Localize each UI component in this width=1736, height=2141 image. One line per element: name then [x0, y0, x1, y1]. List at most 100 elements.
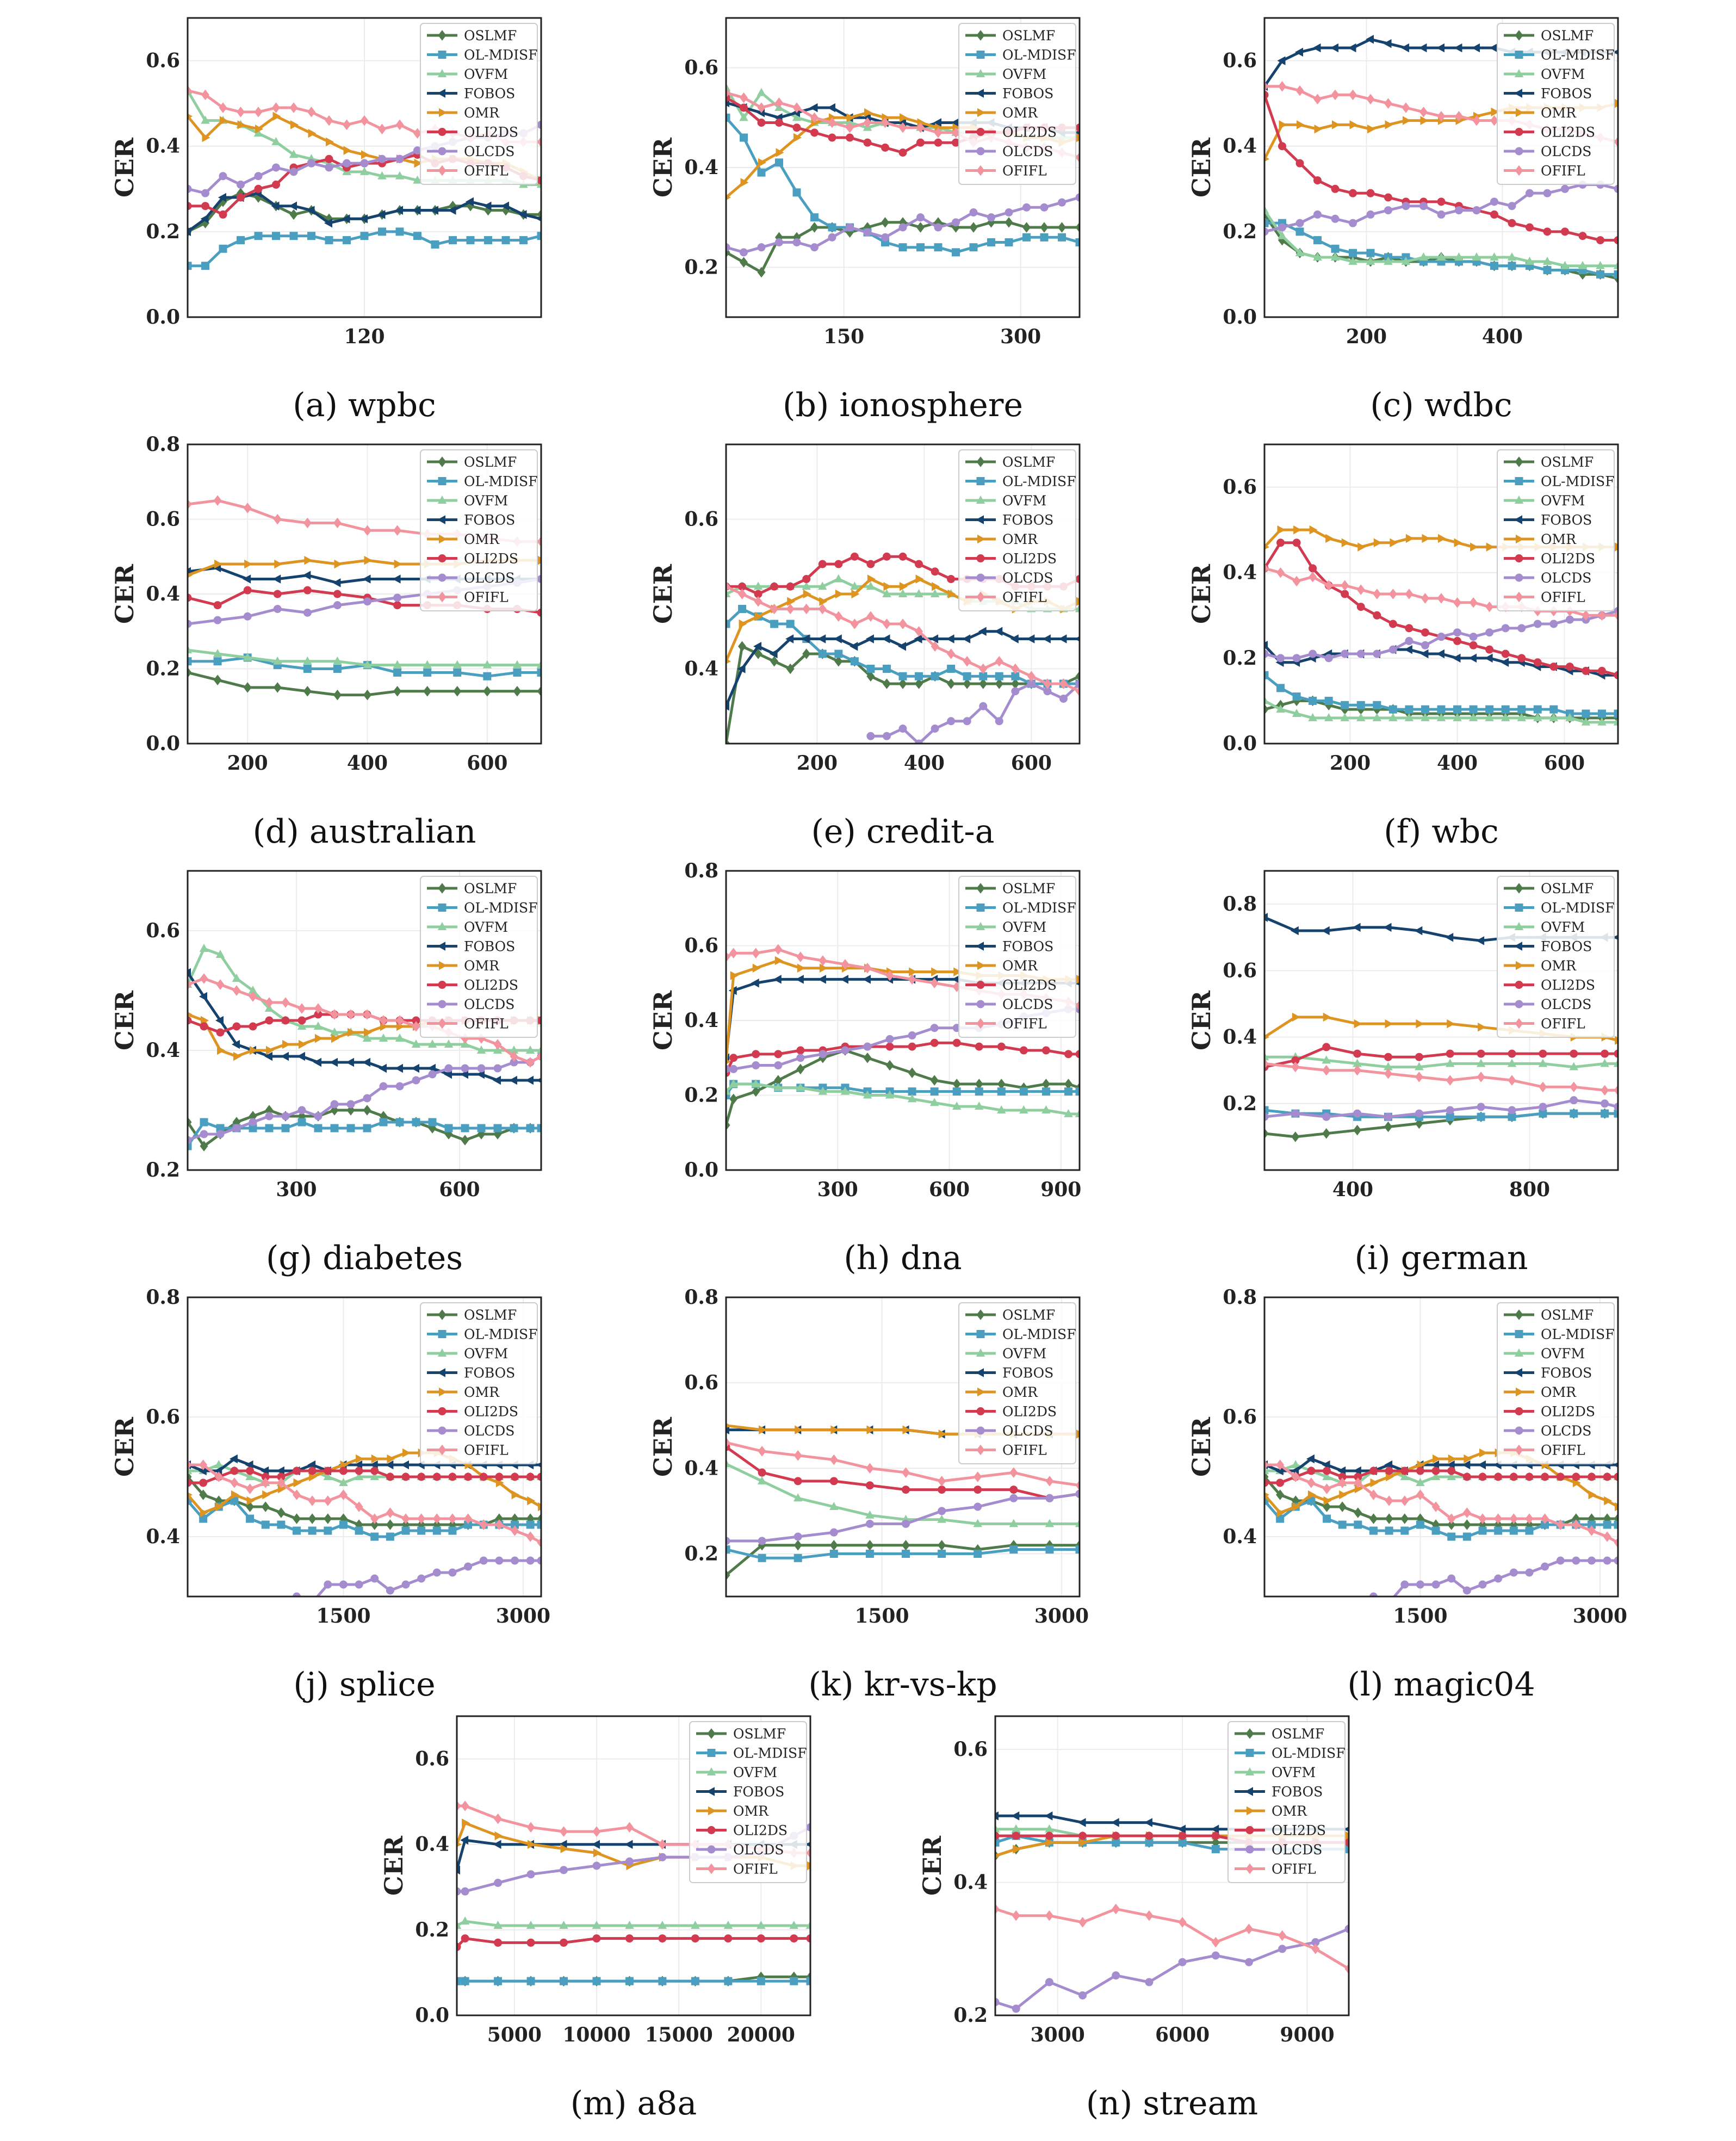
data-point: [1516, 961, 1524, 970]
data-point: [1046, 1837, 1055, 1847]
data-point: [1469, 705, 1478, 714]
data-point: [930, 1087, 939, 1096]
legend-label: OLI2DS: [733, 1823, 788, 1839]
data-point: [1075, 193, 1080, 202]
data-point: [1462, 1507, 1471, 1518]
data-point: [477, 1064, 486, 1073]
data-point: [1541, 1562, 1549, 1571]
data-point: [977, 1387, 985, 1397]
data-point: [1539, 1049, 1547, 1058]
data-point: [916, 243, 925, 252]
series-line: [1264, 1499, 1618, 1538]
data-point: [1601, 1049, 1609, 1058]
data-point: [1075, 1000, 1080, 1011]
data-point: [246, 1466, 255, 1475]
data-point: [536, 1078, 541, 1083]
data-point: [881, 143, 889, 152]
data-point: [757, 102, 766, 113]
legend-label: OLCDS: [464, 144, 514, 159]
y-axis-label: CER: [110, 564, 139, 624]
y-axis-label: CER: [1187, 990, 1216, 1050]
data-point: [753, 642, 762, 651]
data-point: [1307, 1477, 1316, 1488]
data-point: [625, 1921, 634, 1929]
data-point: [293, 1478, 302, 1488]
legend-label: OVFM: [464, 919, 508, 935]
data-point: [1045, 1519, 1055, 1527]
legend-box: [1497, 23, 1615, 185]
y-tick-label: 0.2: [684, 1084, 718, 1107]
series-line: [726, 1049, 1080, 1126]
data-point: [438, 147, 447, 156]
data-point: [882, 552, 891, 561]
data-point: [1400, 1513, 1409, 1524]
data-point: [1078, 1831, 1087, 1840]
data-point: [846, 122, 854, 133]
data-point: [865, 1549, 874, 1558]
data-point: [277, 1472, 286, 1481]
data-point: [438, 51, 447, 59]
data-point: [217, 1045, 225, 1055]
data-point: [1526, 189, 1534, 197]
data-point: [243, 652, 252, 661]
data-point: [1525, 256, 1534, 265]
data-point: [882, 618, 891, 629]
data-point: [477, 1124, 486, 1133]
data-point: [1569, 1062, 1578, 1070]
data-point: [841, 1046, 850, 1055]
data-point: [881, 233, 889, 242]
data-point: [1075, 636, 1080, 642]
data-point: [1614, 1520, 1618, 1529]
data-point: [881, 217, 889, 228]
data-point: [188, 1012, 193, 1017]
data-point: [658, 1921, 667, 1929]
data-point: [1403, 116, 1411, 125]
data-point: [806, 1977, 810, 1985]
legend-entry: OFIFL: [427, 1443, 509, 1458]
data-point: [1309, 525, 1318, 535]
legend-label: OLI2DS: [1002, 125, 1057, 140]
data-point: [770, 620, 779, 628]
data-point: [726, 1569, 730, 1581]
data-point: [1366, 256, 1375, 265]
data-point: [818, 581, 827, 590]
data-point: [1385, 1526, 1393, 1535]
data-point: [758, 1537, 766, 1545]
legend-entry: OSLMF: [427, 28, 517, 44]
data-point: [1042, 634, 1051, 643]
series-ovfm: [1264, 1052, 1618, 1070]
data-point: [1341, 590, 1349, 598]
data-point: [431, 240, 439, 249]
data-point: [691, 1977, 699, 1985]
data-point: [1509, 1472, 1518, 1481]
data-point: [188, 667, 192, 678]
legend-entry: OSLMF: [427, 881, 517, 896]
data-point: [1448, 1454, 1456, 1464]
legend-label: OFIFL: [1541, 1443, 1585, 1458]
data-point: [810, 213, 819, 222]
data-point: [476, 1045, 486, 1054]
data-point: [363, 1094, 371, 1103]
x-tick-label: 600: [929, 1178, 970, 1201]
data-point: [818, 603, 827, 615]
legend-entry: OLI2DS: [427, 125, 518, 140]
data-point: [882, 589, 891, 597]
data-point: [559, 1921, 568, 1929]
data-point: [1565, 615, 1574, 624]
data-point: [560, 1938, 568, 1947]
data-point: [931, 967, 940, 976]
legend-entry: OL-MDISF: [1504, 1327, 1615, 1342]
data-point: [393, 593, 402, 602]
x-tick-label: 3000: [496, 1605, 550, 1628]
data-point: [997, 1079, 1006, 1090]
chart-panel: 1500 30000.20.40.60.8CEROSLMFOL-MDISFOVFM…: [648, 1286, 1089, 1704]
data-point: [915, 672, 923, 680]
legend-label: OLI2DS: [1002, 551, 1057, 567]
y-tick-label: 0.4: [1223, 561, 1257, 584]
data-point: [528, 1840, 536, 1849]
data-point: [464, 1520, 473, 1529]
data-point: [1264, 696, 1269, 704]
data-point: [658, 1853, 667, 1861]
data-point: [303, 586, 312, 595]
data-point: [866, 560, 875, 568]
